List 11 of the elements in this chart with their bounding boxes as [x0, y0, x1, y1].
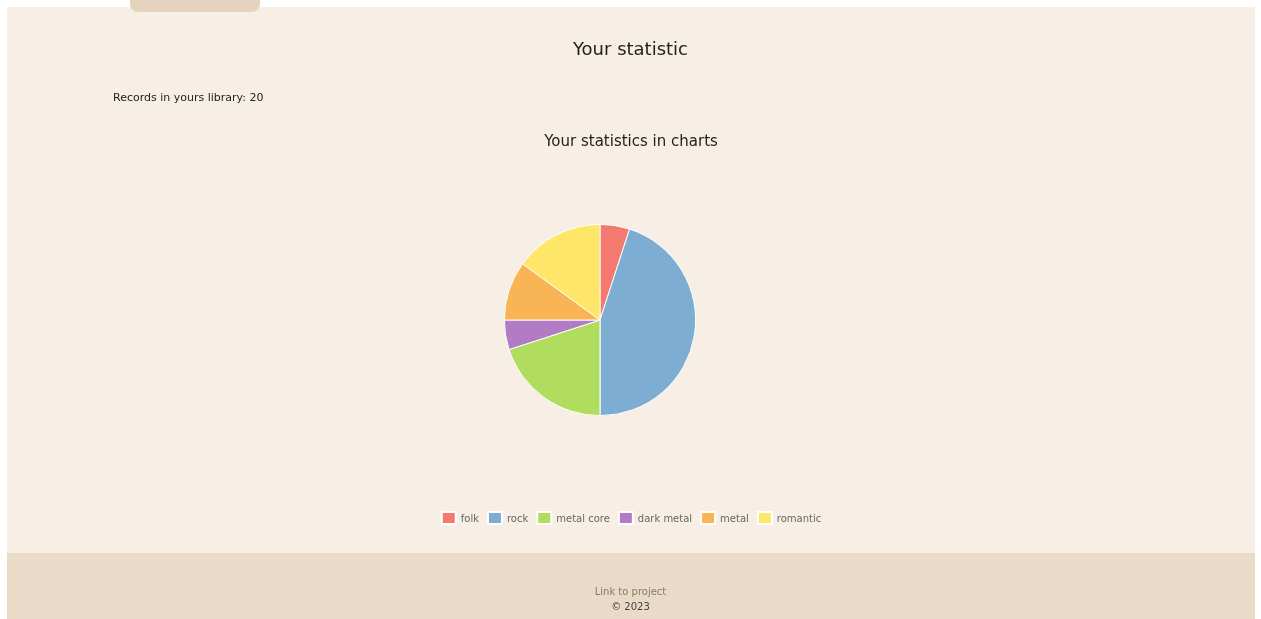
legend-label: metal — [720, 512, 749, 524]
legend-label: romantic — [776, 512, 822, 524]
chart-title: Your statistics in charts — [543, 131, 719, 150]
text: Link to project — [593, 586, 668, 597]
text: Your statistic — [572, 38, 689, 59]
legend-label: rock — [506, 512, 529, 524]
text: Records in yours library: 20 — [113, 91, 264, 104]
legend-label: dark metal — [637, 512, 693, 524]
text: © 2023 — [610, 601, 651, 612]
legend-label: metal core — [556, 512, 610, 524]
legend-label: folk — [460, 512, 480, 524]
